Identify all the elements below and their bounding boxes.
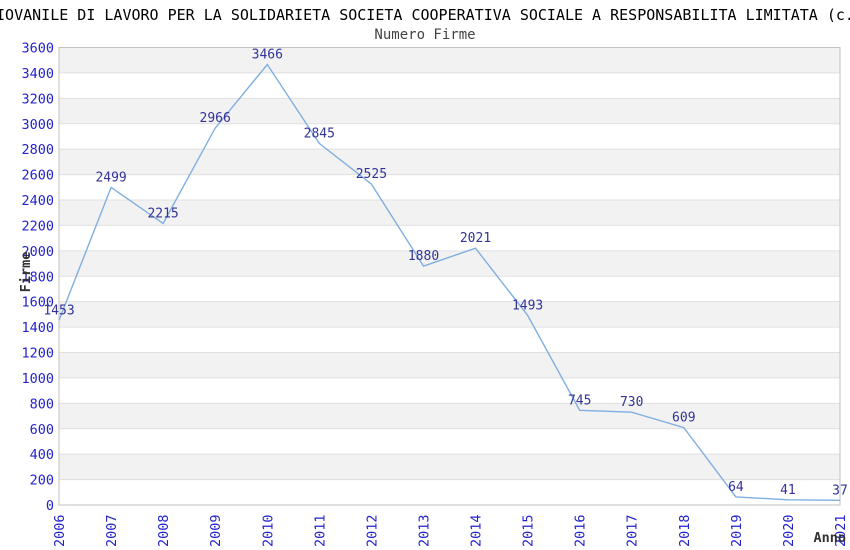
data-line: [58, 63, 841, 501]
y-tick-label: 2600: [21, 168, 54, 184]
data-point-label: 730: [620, 395, 643, 410]
x-tick-label: 2014: [469, 514, 485, 547]
plot-band: [59, 98, 840, 124]
y-tick-label: 2400: [21, 193, 54, 209]
plot-band: [59, 454, 840, 480]
x-tick-label: 2015: [521, 514, 537, 547]
y-tick-label: 2000: [21, 244, 54, 260]
plot-band: [59, 352, 840, 378]
y-tick-label: 1400: [21, 320, 54, 336]
data-point-label: 2021: [460, 231, 491, 246]
y-tick-label: 1600: [21, 295, 54, 311]
x-axis-title: Anno: [813, 530, 846, 546]
plot-band: [59, 250, 840, 277]
y-tick-label: 200: [30, 473, 54, 489]
x-tick-label: 2013: [417, 514, 433, 547]
y-tick-label: 600: [30, 422, 54, 438]
data-point-label: 2499: [95, 170, 126, 185]
plot-band: [59, 301, 840, 328]
x-tick-label: 2009: [208, 514, 224, 547]
data-point-label: 2525: [356, 167, 387, 182]
data-point-label: 745: [568, 393, 591, 408]
data-point-label: 64: [728, 480, 744, 495]
y-tick-label: 800: [30, 396, 54, 412]
y-tick-label: 3400: [21, 66, 54, 82]
data-point-label: 1493: [512, 298, 543, 313]
y-tick-label: 400: [30, 447, 54, 463]
y-axis-title: Firme: [18, 252, 34, 293]
data-point-label: 609: [672, 411, 695, 426]
y-tick-label: 2200: [21, 218, 54, 234]
y-tick-label: 3600: [21, 41, 54, 57]
data-point-label: 3466: [252, 48, 283, 63]
data-point-label: 2845: [304, 126, 335, 141]
y-tick-label: 3000: [21, 117, 54, 133]
data-point-label: 2966: [200, 111, 231, 126]
chart-title: IOVANILE DI LAVORO PER LA SOLIDARIETA SO…: [0, 6, 850, 24]
plot-band: [59, 200, 840, 226]
y-tick-label: 3200: [21, 91, 54, 107]
x-tick-label: 2017: [625, 514, 641, 547]
data-point-label: 2215: [147, 207, 178, 222]
chart-subtitle: Numero Firme: [374, 27, 476, 43]
x-tick-label: 2010: [260, 514, 276, 547]
x-tick-label: 2021: [833, 514, 849, 547]
y-tick-label: 1800: [21, 269, 54, 285]
x-tick-label: 2016: [573, 514, 589, 547]
x-tick-label: 2008: [156, 514, 172, 547]
data-point-label: 1453: [43, 303, 74, 318]
plot-border: [58, 47, 841, 506]
x-tick-label: 2011: [312, 514, 328, 547]
plot-band: [59, 149, 840, 175]
data-point-label: 1880: [408, 249, 439, 264]
data-point-label: 37: [832, 483, 848, 498]
y-tick-label: 0: [46, 498, 54, 514]
data-point-label: 41: [780, 483, 796, 498]
y-tick-label: 1000: [21, 371, 54, 387]
x-tick-label: 2018: [677, 514, 693, 547]
y-tick-label: 2800: [21, 142, 54, 158]
x-tick-label: 2007: [104, 514, 120, 547]
y-tick-label: 1200: [21, 346, 54, 362]
x-tick-label: 2006: [52, 514, 68, 547]
x-tick-label: 2020: [781, 514, 797, 547]
plot-band: [59, 47, 840, 73]
x-tick-label: 2012: [364, 514, 380, 547]
x-tick-label: 2019: [729, 514, 745, 547]
plot-band: [59, 403, 840, 429]
